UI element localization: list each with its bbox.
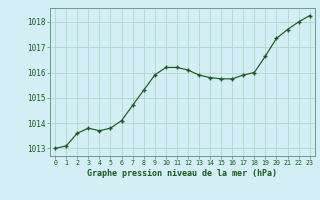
X-axis label: Graphe pression niveau de la mer (hPa): Graphe pression niveau de la mer (hPa) <box>87 169 277 178</box>
